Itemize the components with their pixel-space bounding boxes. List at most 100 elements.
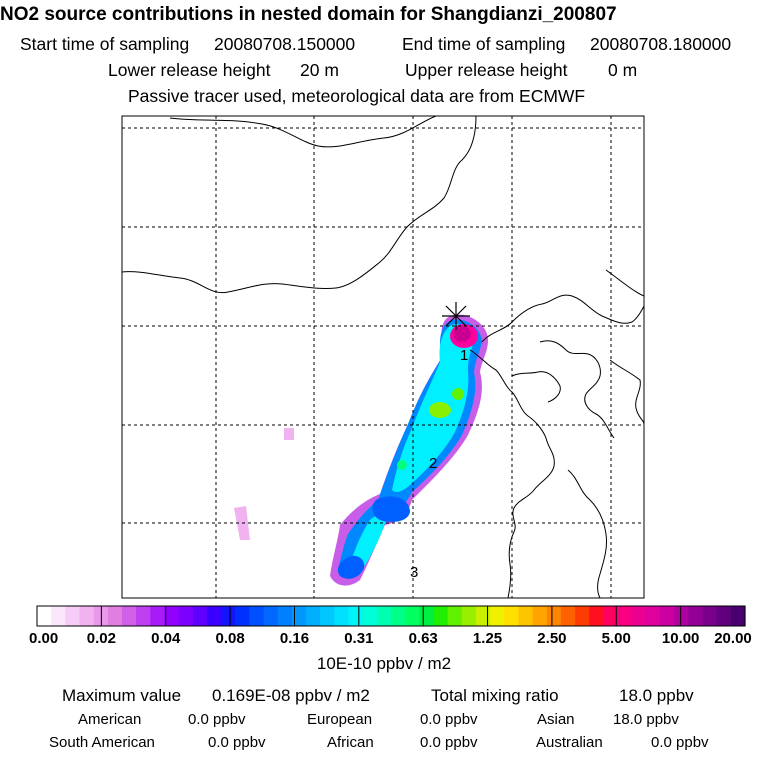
- coastline: [567, 469, 607, 598]
- legend-swatch: [277, 606, 293, 626]
- map-frame: [121, 115, 645, 599]
- plume-green: [397, 460, 407, 470]
- legend-swatch: [532, 606, 548, 626]
- trajectory-label-2: 2: [429, 455, 437, 472]
- total-mixing-label: Total mixing ratio: [431, 686, 559, 705]
- legend-swatch: [362, 606, 378, 626]
- source-magenta: [453, 326, 471, 342]
- legend-swatch: [575, 606, 590, 626]
- legend-swatch: [164, 606, 180, 626]
- legend-swatch: [306, 606, 321, 626]
- end-time-value: 20080708.180000: [590, 34, 732, 54]
- page-title: NO2 source contributions in nested domai…: [0, 4, 617, 25]
- legend-swatch: [603, 606, 619, 626]
- legend-tick-label: 0.00: [29, 630, 59, 647]
- legend-swatch: [702, 606, 718, 626]
- legend-swatch: [419, 606, 435, 626]
- legend-tick-label: 0.04: [151, 630, 181, 647]
- legend-swatch: [660, 606, 675, 626]
- legend-tick-label: 5.00: [601, 630, 631, 647]
- south-american-value: 0.0 ppbv: [208, 734, 266, 751]
- legend-units: 10E-10 ppbv / m2: [316, 654, 452, 673]
- lower-release-label: Lower release height: [108, 60, 271, 80]
- legend-swatch: [136, 606, 151, 626]
- start-time-value: 20080708.150000: [214, 34, 356, 54]
- legend-swatch: [221, 606, 236, 626]
- legend-swatch: [79, 606, 95, 626]
- legend-swatch: [447, 606, 463, 626]
- legend-swatch: [589, 606, 604, 626]
- legend-swatch: [475, 606, 491, 626]
- legend-swatch: [490, 606, 505, 626]
- legend-swatch: [461, 606, 477, 626]
- coastlines-and-borders: [122, 116, 644, 598]
- legend-swatch: [730, 606, 746, 626]
- legend-tick-label: 20.00: [714, 630, 752, 647]
- legend-swatch: [51, 606, 66, 626]
- plume-speck: [284, 428, 294, 440]
- coastline: [511, 371, 561, 403]
- legend-swatch: [546, 606, 562, 626]
- australian-value: 0.0 ppbv: [651, 734, 709, 751]
- total-mixing-value: 18.0 ppbv: [619, 686, 694, 705]
- legend-swatch: [716, 606, 732, 626]
- legend-tick-label: 1.25: [472, 630, 503, 647]
- legend-swatch: [518, 606, 534, 626]
- lower-release-value: 20 m: [300, 60, 339, 80]
- european-value: 0.0 ppbv: [420, 711, 478, 728]
- legend-swatch: [192, 606, 208, 626]
- lat-lon-grid: [122, 116, 644, 598]
- tracer-note: Passive tracer used, meteorological data…: [128, 86, 586, 106]
- legend-tick-label: 0.02: [86, 630, 116, 647]
- legend-swatch: [291, 606, 307, 626]
- upper-release-label: Upper release height: [405, 60, 568, 80]
- legend-frame: [36, 605, 746, 627]
- legend-tick-label: 0.08: [215, 630, 245, 647]
- receptor-star-icon: [442, 302, 470, 330]
- legend-swatch: [334, 606, 350, 626]
- border-line: [169, 116, 437, 148]
- legend-swatch: [617, 606, 633, 626]
- legend-swatch: [376, 606, 392, 626]
- legend-tick-label: 0.63: [408, 630, 438, 647]
- american-label: American: [78, 711, 142, 728]
- legend-tick-label: 2.50: [537, 630, 567, 647]
- legend-swatch: [206, 606, 222, 626]
- legend-swatch: [178, 606, 194, 626]
- legend-swatch: [65, 606, 81, 626]
- legend-swatch: [235, 606, 250, 626]
- south-american-label: South American: [49, 734, 155, 751]
- asian-value: 18.0 ppbv: [613, 711, 679, 728]
- upper-release-value: 0 m: [608, 60, 638, 80]
- legend-tick-label: 10.00: [661, 630, 700, 647]
- american-value: 0.0 ppbv: [188, 711, 246, 728]
- trajectory-label-1: 1: [460, 347, 468, 364]
- plume-blob: [337, 496, 410, 579]
- legend-swatch: [688, 606, 704, 626]
- border-line: [122, 116, 477, 294]
- legend-tick-label: 0.16: [279, 630, 310, 647]
- max-value: 0.169E-08 ppbv / m2: [212, 686, 370, 705]
- european-label: European: [307, 711, 373, 728]
- legend-swatch: [37, 606, 52, 626]
- color-legend: [36, 606, 746, 626]
- plume-green: [429, 402, 451, 418]
- legend-swatch: [391, 606, 406, 626]
- asian-label: Asian: [537, 711, 575, 728]
- african-value: 0.0 ppbv: [420, 734, 478, 751]
- legend-swatch: [504, 606, 520, 626]
- plume-layer: [234, 314, 488, 586]
- start-time-label: Start time of sampling: [20, 34, 190, 54]
- trajectory-label-3: 3: [410, 564, 418, 581]
- coastline: [609, 359, 644, 425]
- legend-tick-label: 0.31: [344, 630, 374, 647]
- plume-cyan: [350, 323, 474, 571]
- legend-swatch: [560, 606, 576, 626]
- legend-swatch: [631, 606, 647, 626]
- plume-green: [452, 388, 464, 400]
- legend-swatch: [249, 606, 265, 626]
- legend-swatch: [320, 606, 335, 626]
- legend-swatch: [674, 606, 689, 626]
- legend-swatch: [263, 606, 279, 626]
